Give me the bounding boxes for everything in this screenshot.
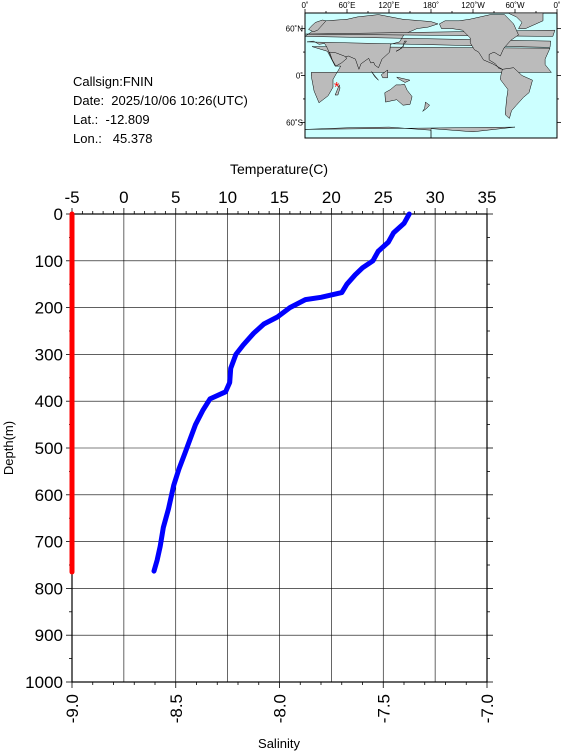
depth-tick-labels: 0 100 200 300 400 500 600 700 800 900 1000 xyxy=(25,205,63,692)
map-latitude-label: 0˚ xyxy=(296,72,303,81)
temperature-tick-label: 25 xyxy=(374,188,393,207)
map-longitude-labels: 0˚ 60˚E 120˚E 180˚ 120˚W 60˚W 0˚ xyxy=(301,1,560,10)
depth-tick-label: 600 xyxy=(35,486,63,505)
map-longitude-label: 60˚E xyxy=(339,1,356,10)
map-longitude-label: 120˚E xyxy=(378,1,399,10)
series-layer xyxy=(72,214,409,572)
map-longitude-label: 60˚W xyxy=(505,1,525,10)
map-latitude-labels: 60˚N 0˚ 60˚S xyxy=(286,25,304,128)
map-longitude-label: 180˚ xyxy=(423,1,439,10)
salinity-tick-label: -8.5 xyxy=(167,694,186,723)
plot-area: -5 0 5 10 15 20 25 30 35 -9.0 -8.5 -8.0 -7.5 -7.0 01… xyxy=(1,161,497,751)
depth-tick-label: 900 xyxy=(35,626,63,645)
map-latitude-label: 60˚S xyxy=(286,118,303,127)
temperature-tick-labels: -5 0 5 10 15 20 25 30 35 xyxy=(64,188,496,207)
temperature-tick-label: 15 xyxy=(270,188,289,207)
salinity-tick-label: -9.0 xyxy=(63,694,82,723)
temperature-tick-label: 5 xyxy=(171,188,180,207)
depth-tick-label: 400 xyxy=(35,392,63,411)
temperature-tick-label: 0 xyxy=(119,188,128,207)
temperature-tick-label: -5 xyxy=(64,188,79,207)
salinity-tick-label: -7.0 xyxy=(478,694,497,723)
salinity-tick-labels: -9.0 -8.5 -8.0 -7.5 -7.0 xyxy=(63,694,497,723)
depth-tick-label: 0 xyxy=(54,205,63,224)
temperature-tick-label: 10 xyxy=(218,188,237,207)
map-longitude-label: 0˚ xyxy=(301,1,308,10)
depth-tick-label: 100 xyxy=(35,252,63,271)
depth-tick-label: 800 xyxy=(35,579,63,598)
temperature-axis-label: Temperature(C) xyxy=(230,161,328,177)
depth-tick-label: 300 xyxy=(35,345,63,364)
map-longitude-label: 0˚ xyxy=(553,1,560,10)
depth-tick-label: 500 xyxy=(35,439,63,458)
salinity-tick-label: -7.5 xyxy=(374,694,393,723)
temperature-tick-label: 35 xyxy=(478,188,497,207)
temperature-tick-label: 20 xyxy=(322,188,341,207)
depth-tick-label: 1000 xyxy=(25,673,63,692)
location-map: 0˚ 60˚E 120˚E 180˚ 120˚W 60˚W 0˚ 60˚N 0˚ 60˚S * xyxy=(286,1,561,138)
temperature-profile-line xyxy=(154,214,409,571)
depth-tick-label: 200 xyxy=(35,299,63,318)
grid-lines xyxy=(72,214,487,682)
map-latitude-label: 60˚N xyxy=(286,25,304,34)
temperature-tick-label: 30 xyxy=(426,188,445,207)
depth-tick-label: 700 xyxy=(35,533,63,552)
depth-axis-label: Depth(m) xyxy=(1,421,16,475)
salinity-axis-label: Salinity xyxy=(258,736,300,751)
map-longitude-label: 120˚W xyxy=(461,1,485,10)
station-marker: * xyxy=(334,79,340,95)
salinity-tick-label: -8.0 xyxy=(271,694,290,723)
